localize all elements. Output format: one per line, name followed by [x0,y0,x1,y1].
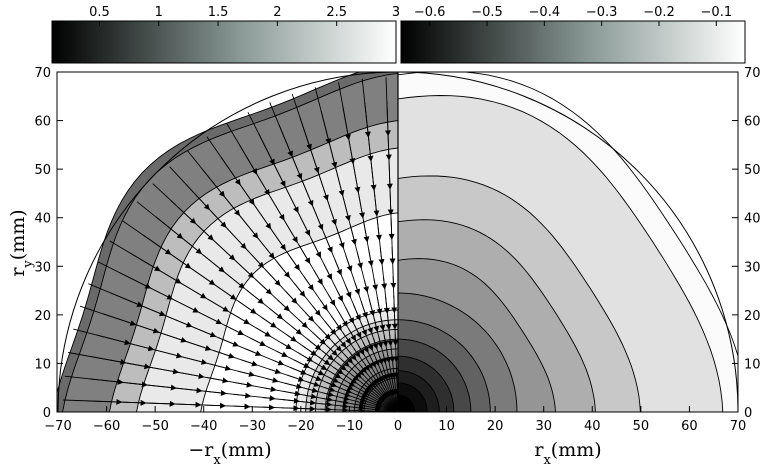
vector-arrow [98,261,152,289]
x-tick-label: 50 [633,419,650,434]
x-axis-label-right: rx(mm) [534,439,601,465]
colorbar-tick-label: −0.5 [471,5,503,20]
left-vector-field [63,77,398,412]
vector-arrow [247,112,275,166]
vector-arrow [136,201,184,239]
colorbar-tick-label: 3 [392,5,400,20]
x-tick-label: −40 [190,419,217,434]
vector-arrow [79,305,137,326]
y-tick-label: 60 [744,115,761,130]
y-tick-label: 70 [34,66,51,81]
vector-arrow [291,93,312,151]
colorbar-tick-label: 0.5 [89,5,110,20]
colorbar-right-ticks: −0.6 −0.5 −0.4 −0.3 −0.2 −0.1 [414,5,732,26]
y-tick-label: 30 [34,260,51,275]
colorbar-left: 0.5 1 1.5 2 2.5 3 [51,5,400,64]
colorbar-tick-label: 1.5 [208,5,229,20]
colorbar-left-gradient [51,20,397,64]
y-tick-label: 60 [34,115,51,130]
colorbar-tick-label: 2 [273,5,281,20]
left-contour-panel [57,72,398,412]
colorbar-tick-label: −0.4 [529,5,561,20]
vector-arrow [152,183,197,224]
vector-arrow [122,220,172,255]
x-axis-label-left: −rx(mm) [188,439,271,465]
x-tick-label: −30 [239,419,266,434]
x-tick-label: 0 [394,419,402,434]
y-tick-label: 0 [43,406,51,421]
x-tick-label: 30 [535,419,552,434]
vector-arrow [88,283,144,307]
x-tick-label: −50 [141,419,168,434]
vector-arrow [338,82,351,141]
y-tick-label: 20 [744,309,761,324]
y-tick-label: 30 [744,260,761,275]
y-tick-label: 40 [34,212,51,227]
vector-arrow [64,375,124,385]
outer-boundary [57,71,739,413]
vector-arrow [361,78,371,138]
colorbar-tick-label: 2.5 [326,5,347,20]
colorbar-tick-label: −0.2 [643,5,675,20]
vector-arrow [269,102,293,158]
x-tick-label: 70 [730,419,747,434]
y-tick-label: 0 [744,406,752,421]
right-contour-panel [398,72,738,412]
y-tick-label: 10 [34,357,51,372]
x-tick-label: −60 [93,419,120,434]
x-tick-label: 20 [487,419,504,434]
y-tick-label: 10 [744,357,761,372]
right-contour-band [398,394,416,412]
y-tick-label: 40 [744,212,761,227]
colorbar-right: −0.6 −0.5 −0.4 −0.3 −0.2 −0.1 [400,5,746,64]
colorbar-tick-label: −0.6 [414,5,446,20]
x-tick-label: −20 [287,419,314,434]
vector-arrow [384,77,391,137]
axes-ticks: −70 −60 −50 −40 −30 −20 −10 0 10 20 30 40 50 60 700 010… [34,66,760,434]
vector-arrow [73,328,131,346]
y-axis-label: ry(mm) [7,209,36,276]
x-tick-label: 10 [438,419,455,434]
x-tick-label: −10 [336,419,363,434]
x-tick-label: 40 [584,419,601,434]
colorbar-tick-label: 1 [155,5,163,20]
y-tick-label: 50 [34,163,51,178]
right-contour-fills [398,72,738,412]
vector-arrow [169,166,210,211]
x-tick-label: 60 [681,419,698,434]
x-tick-label: −70 [44,419,71,434]
vector-arrow [63,398,123,405]
colorbar-tick-label: −0.3 [586,5,618,20]
left-contour-fills [57,72,398,412]
colorbar-left-ticks: 0.5 1 1.5 2 2.5 3 [89,5,400,26]
vector-arrow [68,352,127,365]
colorbar-right-gradient [400,20,746,64]
vector-arrow [206,136,241,186]
vector-arrow [109,240,161,272]
vector-arrow [314,87,332,145]
colorbar-tick-label: −0.1 [701,5,733,20]
vector-arrow [226,123,258,175]
y-tick-label: 70 [744,66,761,81]
y-tick-label: 50 [744,163,761,178]
vector-arrow [187,150,225,198]
y-tick-label: 20 [34,309,51,324]
